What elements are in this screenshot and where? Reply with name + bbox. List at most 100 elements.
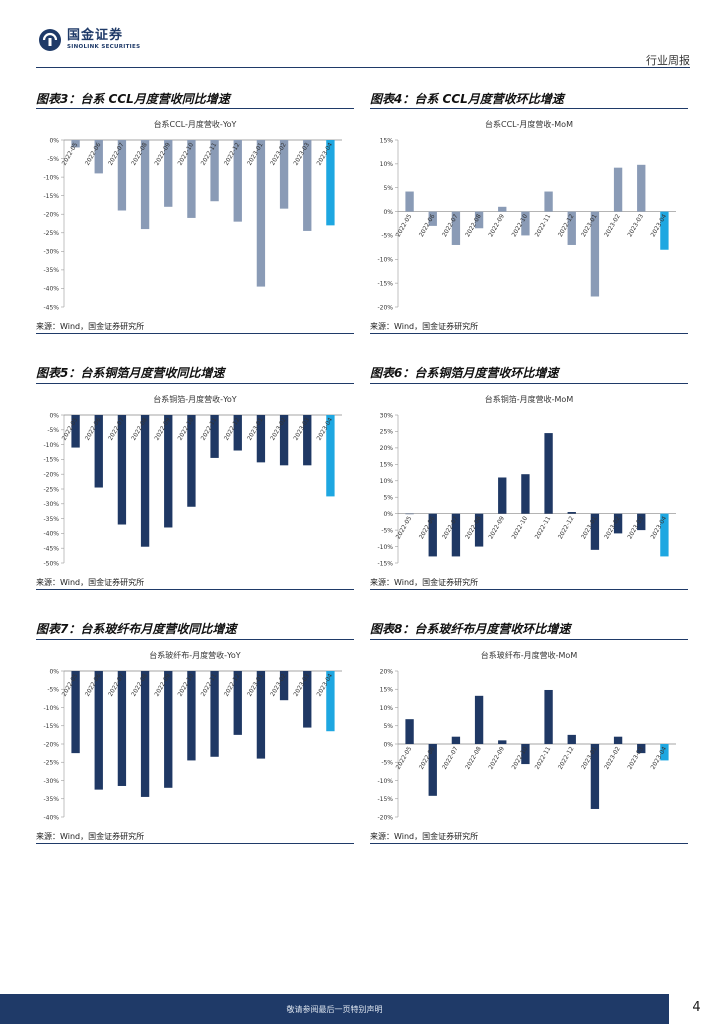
bar-2022-06 — [428, 211, 437, 226]
bar-2022-10 — [521, 474, 530, 514]
x-category-label: 2022-09 — [487, 213, 506, 238]
footer-disclaimer: 敬请参阅最后一页特别声明 — [286, 1005, 383, 1014]
y-tick-label: -30% — [43, 249, 59, 256]
chart-title: 台系玻纤布-月度营收-YoY — [149, 650, 240, 660]
bar-2022-11 — [544, 191, 553, 212]
y-tick-label: -10% — [43, 705, 59, 712]
bar-2022-10 — [187, 415, 196, 507]
y-tick-label: 0% — [49, 668, 59, 675]
y-tick-label: 25% — [380, 429, 394, 436]
y-tick-label: -15% — [43, 457, 59, 464]
header-divider — [36, 67, 690, 68]
bar-2022-05 — [71, 671, 80, 754]
bar-2022-07 — [451, 736, 461, 744]
y-tick-label: -20% — [43, 472, 59, 479]
brand-logo: 国金证券 SINOLINK SECURITIES — [38, 28, 140, 52]
y-tick-label: -5% — [47, 427, 59, 434]
figure-title: 图表4：台系 CCL月度营收环比增速 — [370, 92, 564, 106]
x-category-label: 2023-02 — [603, 745, 622, 770]
bar-2022-09 — [164, 140, 173, 207]
bar-2022-05 — [405, 191, 414, 212]
bar-2023-04 — [326, 671, 335, 732]
bar-2022-08 — [140, 415, 150, 547]
bar-2022-06 — [94, 140, 103, 174]
bar-2023-02 — [613, 736, 623, 744]
y-tick-label: -15% — [43, 723, 59, 730]
y-tick-label: 10% — [380, 705, 394, 712]
x-category-label: 2022-05 — [395, 515, 414, 540]
x-category-label: 2022-08 — [464, 745, 483, 770]
y-tick-label: -25% — [43, 230, 59, 237]
bar-2022-08 — [474, 695, 484, 744]
x-category-label: 2022-11 — [534, 745, 553, 770]
bar-2022-06 — [94, 671, 103, 790]
page-footer — [0, 994, 724, 1024]
bar-2023-03 — [637, 513, 646, 531]
figure-source: 来源：Wind，国金证券研究所 — [36, 322, 145, 331]
figure-top-rule — [36, 383, 354, 384]
bar-2023-03 — [637, 744, 646, 754]
bar-2022-09 — [498, 740, 507, 744]
bar-chart: 台系玻纤布-月度营收-YoY 0% -5% -10% -15% -20% -25% -30% -… — [43, 650, 342, 821]
bar-2022-10 — [187, 671, 196, 761]
x-category-label: 2023-03 — [626, 213, 645, 238]
y-tick-label: -40% — [43, 531, 59, 538]
bar-2022-11 — [210, 140, 219, 202]
x-category-label: 2022-05 — [395, 745, 414, 770]
bar-2022-10 — [521, 211, 530, 236]
bar-2022-09 — [498, 477, 507, 514]
bar-2023-02 — [279, 671, 289, 701]
y-tick-label: -20% — [377, 304, 393, 311]
figure-top-rule — [36, 639, 354, 640]
bar-2023-01 — [256, 671, 266, 759]
bar-chart: 台系CCL-月度营收-MoM 15% 10% 5% 0% -5% -10% -15% -20% 2… — [377, 119, 676, 311]
y-tick-label: -30% — [43, 501, 59, 508]
y-tick-label: 0% — [383, 209, 393, 216]
y-tick-label: 20% — [380, 445, 394, 452]
figure-source: 来源：Wind，国金证券研究所 — [36, 832, 145, 841]
page-header: 国金证券 SINOLINK SECURITIES 行业周报 — [0, 0, 724, 70]
bar-2023-04 — [660, 211, 669, 250]
figure-source: 来源：Wind，国金证券研究所 — [370, 578, 479, 587]
y-tick-label: -35% — [43, 796, 59, 803]
x-category-label: 2022-05 — [61, 141, 80, 166]
bar-2022-07 — [451, 513, 461, 557]
page-number: 4 — [692, 1000, 701, 1015]
chart-title: 台系CCL-月度营收-YoY — [154, 119, 237, 129]
figure-bottom-rule — [36, 333, 354, 334]
y-tick-label: -10% — [43, 174, 59, 181]
x-category-label: 2023-02 — [603, 213, 622, 238]
figure-bottom-rule — [36, 843, 354, 844]
y-tick-label: 0% — [49, 412, 59, 419]
x-category-label: 2023-03 — [626, 745, 645, 770]
bar-2023-01 — [590, 744, 600, 809]
y-tick-label: 5% — [383, 185, 393, 192]
bar-2023-04 — [660, 513, 669, 557]
bar-2022-10 — [521, 744, 530, 765]
x-category-label: 2022-09 — [487, 745, 506, 770]
bar-chart: 台系CCL-月度营收-YoY 0% -5% -10% -15% -20% -25% -30% -… — [43, 119, 342, 311]
bar-2022-05 — [71, 140, 80, 148]
bar-2022-05 — [405, 513, 414, 515]
bar-2023-03 — [303, 671, 312, 728]
logo-english: SINOLINK SECURITIES — [67, 44, 141, 50]
y-tick-label: 5% — [383, 495, 393, 502]
bar-2022-07 — [451, 211, 461, 245]
bar-2023-02 — [613, 167, 623, 212]
bar-2023-03 — [637, 164, 646, 212]
bar-2022-07 — [117, 140, 127, 211]
x-category-label: 2022-09 — [487, 515, 506, 540]
y-tick-label: 10% — [380, 161, 394, 168]
bar-2023-04 — [326, 140, 335, 226]
bar-2022-05 — [405, 719, 414, 744]
chart-title: 台系CCL-月度营收-MoM — [485, 119, 573, 129]
y-tick-label: -10% — [377, 544, 393, 551]
y-tick-label: 0% — [383, 511, 393, 518]
chart-title: 台系铜箔-月度营收-YoY — [153, 394, 236, 404]
y-tick-label: -45% — [43, 304, 59, 311]
bar-2023-02 — [279, 140, 289, 209]
bar-2022-11 — [544, 689, 553, 744]
figure-title: 图表5：台系铜箔月度营收同比增速 — [36, 366, 225, 380]
y-tick-label: -5% — [47, 156, 59, 163]
y-tick-label: -10% — [377, 778, 393, 785]
